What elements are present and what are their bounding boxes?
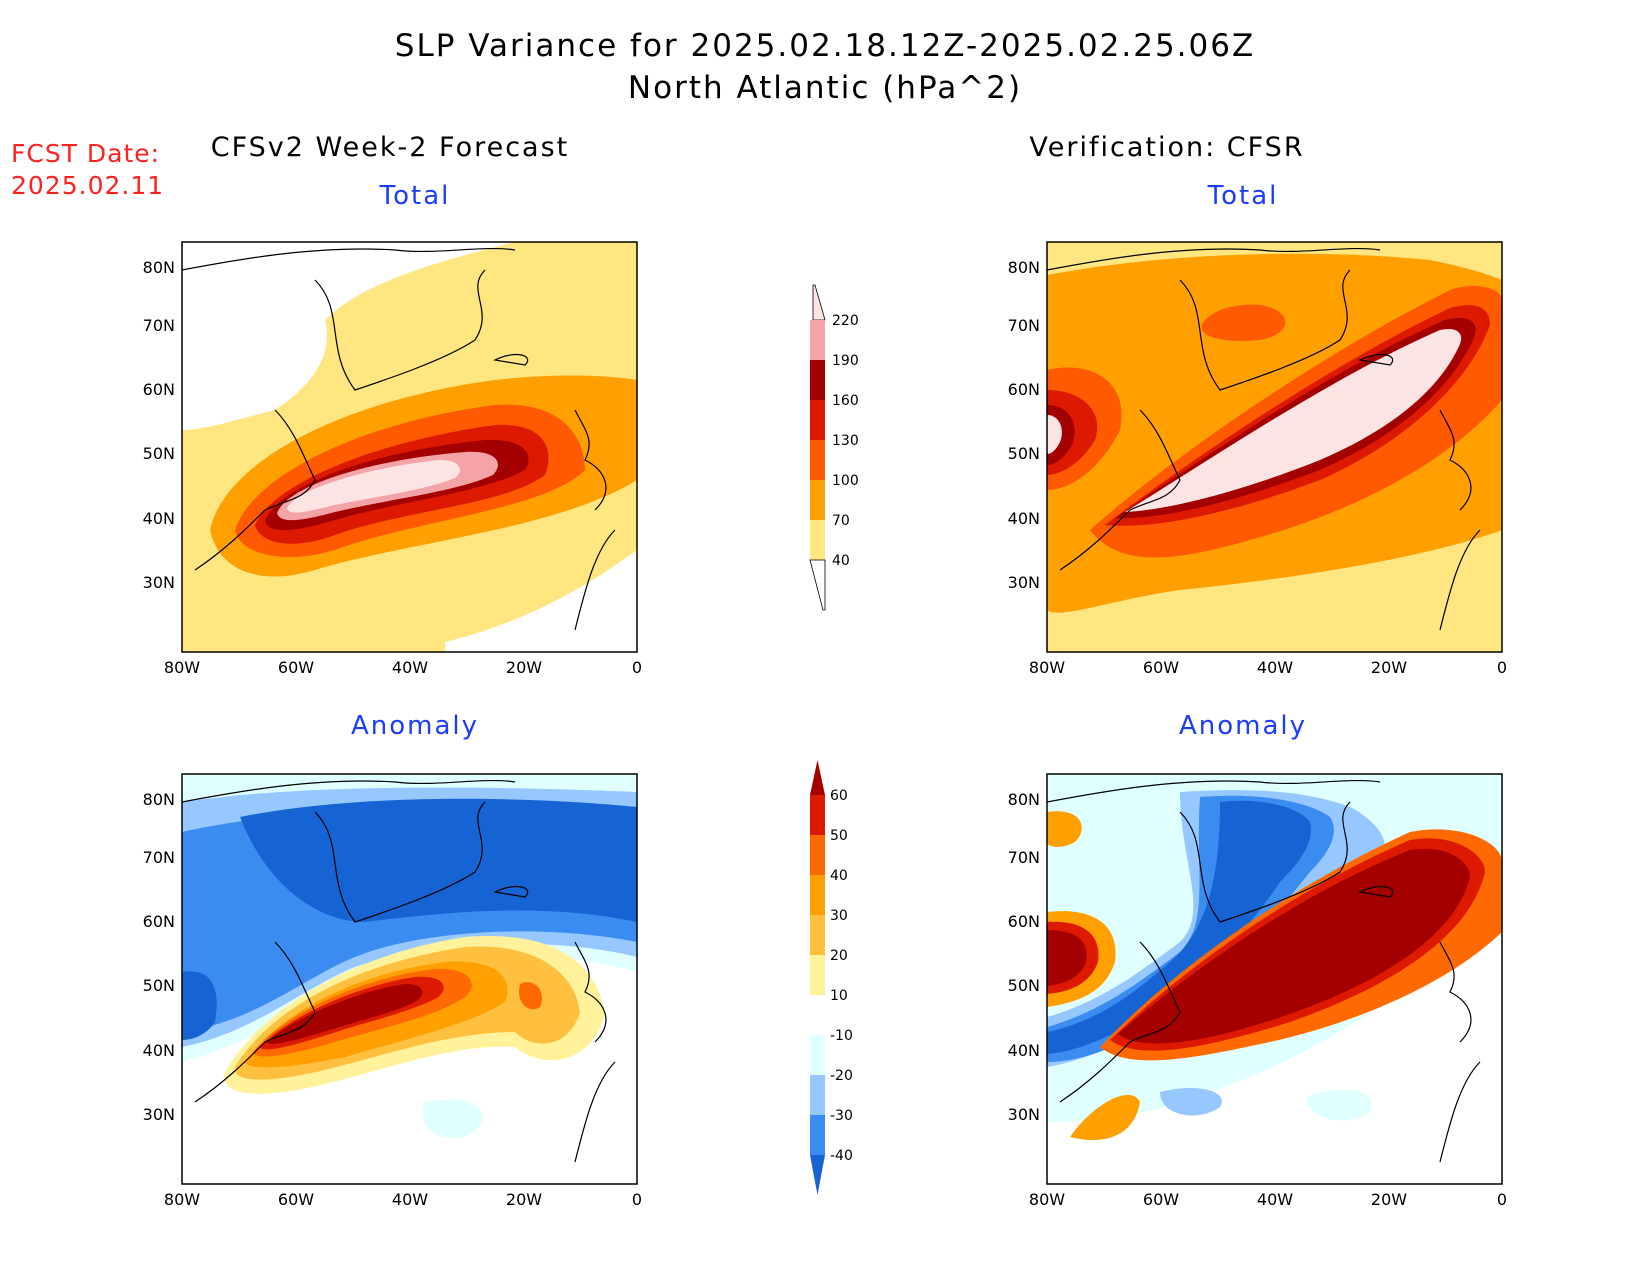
lat-tick: 30N [1008, 573, 1040, 592]
lat-tick: 50N [1008, 444, 1040, 463]
lat-tick: 50N [143, 976, 175, 995]
colorbar-anomaly-swatches [810, 760, 825, 1195]
colorbar-label: 60 [830, 788, 848, 804]
lat-tick: 50N [1008, 976, 1040, 995]
colorbar-swatch [810, 440, 825, 480]
colorbar-swatch [812, 284, 826, 321]
map-verification-anomaly: 80N 70N 60N 50N 40N 30N 80W 60W 40W 20W … [1008, 773, 1507, 1209]
panel-title-verification-anomaly: Anomaly [1178, 711, 1308, 741]
colorbar-anomaly: 60 50 40 30 20 10 -10 -20 -30 -40 [810, 760, 853, 1195]
lon-tick: 20W [1371, 658, 1407, 677]
colorbar-swatch [810, 360, 825, 400]
lat-tick: 60N [143, 912, 175, 931]
lat-tick: 70N [1008, 848, 1040, 867]
colorbar-label: -10 [830, 1028, 853, 1044]
lat-tick: 40N [1008, 1041, 1040, 1060]
colorbar-swatch [810, 875, 825, 915]
colorbar-swatch [809, 559, 826, 611]
lat-tick: 80N [1008, 790, 1040, 809]
lat-tick: 30N [1008, 1105, 1040, 1124]
lon-tick: 80W [1029, 658, 1065, 677]
colorbar-label: 220 [832, 313, 859, 329]
lon-tick: 60W [278, 1190, 314, 1209]
lat-tick: 30N [143, 573, 175, 592]
lon-tick: 0 [632, 658, 642, 677]
lon-tick: 0 [1497, 1190, 1507, 1209]
colorbar-swatch [810, 1155, 825, 1195]
lat-tick: 70N [1008, 316, 1040, 335]
colorbar-label: 190 [832, 353, 859, 369]
lon-tick: 40W [1257, 658, 1293, 677]
colorbar-swatch [810, 915, 825, 955]
colorbar-label: 160 [832, 393, 859, 409]
map-verification-total: 80N 70N 60N 50N 40N 30N 80W 60W 40W 20W … [1008, 241, 1507, 677]
colorbar-swatch [810, 520, 825, 560]
colorbar-total: 220 190 160 130 100 70 40 [809, 284, 859, 611]
colorbar-swatch [810, 320, 825, 360]
lon-tick: 40W [1257, 1190, 1293, 1209]
lon-tick: 60W [278, 658, 314, 677]
lon-tick: 20W [506, 1190, 542, 1209]
column-title-forecast: CFSv2 Week-2 Forecast [210, 132, 570, 163]
figure-title-line1: SLP Variance for 2025.02.18.12Z-2025.02.… [394, 28, 1256, 64]
colorbar-label: 20 [830, 948, 848, 964]
lat-tick: 60N [1008, 380, 1040, 399]
lat-tick: 40N [143, 509, 175, 528]
lon-tick: 0 [1497, 658, 1507, 677]
lat-tick: 30N [143, 1105, 175, 1124]
lon-tick: 0 [632, 1190, 642, 1209]
lon-tick: 20W [1371, 1190, 1407, 1209]
lon-tick: 80W [164, 658, 200, 677]
colorbar-swatch [810, 480, 825, 520]
colorbar-swatch [810, 1075, 825, 1115]
lat-tick: 80N [1008, 258, 1040, 277]
colorbar-label: 100 [832, 473, 859, 489]
lat-tick: 50N [143, 444, 175, 463]
lon-tick: 60W [1143, 1190, 1179, 1209]
lat-tick: 80N [143, 258, 175, 277]
figure-title-line2: North Atlantic (hPa^2) [627, 70, 1023, 106]
colorbar-total-swatches [809, 284, 826, 611]
lon-tick: 80W [164, 1190, 200, 1209]
colorbar-label: 30 [830, 908, 848, 924]
panel-title-verification-total: Total [1207, 181, 1279, 211]
colorbar-label: 130 [832, 433, 859, 449]
fcst-label: FCST Date: [11, 139, 161, 168]
colorbar-label: 70 [832, 513, 850, 529]
forecast-date-block: FCST Date: 2025.02.11 [11, 138, 164, 202]
colorbar-swatch [810, 955, 825, 995]
colorbar-swatch [810, 995, 825, 1035]
colorbar-swatch [810, 760, 825, 795]
lon-tick: 40W [392, 1190, 428, 1209]
lat-tick: 70N [143, 848, 175, 867]
lon-tick: 80W [1029, 1190, 1065, 1209]
colorbar-swatch [810, 1035, 825, 1075]
colorbar-label: 40 [832, 553, 850, 569]
colorbar-label: -20 [830, 1068, 853, 1084]
colorbar-label: 10 [830, 988, 848, 1004]
colorbar-swatch [810, 835, 825, 875]
colorbar-label: -30 [830, 1108, 853, 1124]
colorbar-swatch [810, 795, 825, 835]
panel-title-forecast-anomaly: Anomaly [350, 711, 480, 741]
lon-tick: 60W [1143, 658, 1179, 677]
lon-tick: 40W [392, 658, 428, 677]
map-forecast-total: 80N 70N 60N 50N 40N 30N 80W 60W 40W 20W … [143, 241, 642, 677]
colorbar-swatch [810, 400, 825, 440]
lat-tick: 40N [143, 1041, 175, 1060]
colorbar-swatch [810, 1115, 825, 1155]
fcst-date: 2025.02.11 [11, 171, 165, 200]
column-title-verification: Verification: CFSR [1029, 132, 1305, 163]
colorbar-label: 50 [830, 828, 848, 844]
lat-tick: 60N [143, 380, 175, 399]
map-forecast-anomaly: 80N 70N 60N 50N 40N 30N 80W 60W 40W 20W … [143, 773, 642, 1209]
colorbar-label: -40 [830, 1148, 853, 1164]
lon-tick: 20W [506, 658, 542, 677]
lat-tick: 70N [143, 316, 175, 335]
lat-tick: 80N [143, 790, 175, 809]
panel-title-forecast-total: Total [379, 181, 451, 211]
colorbar-label: 40 [830, 868, 848, 884]
lat-tick: 60N [1008, 912, 1040, 931]
lat-tick: 40N [1008, 509, 1040, 528]
